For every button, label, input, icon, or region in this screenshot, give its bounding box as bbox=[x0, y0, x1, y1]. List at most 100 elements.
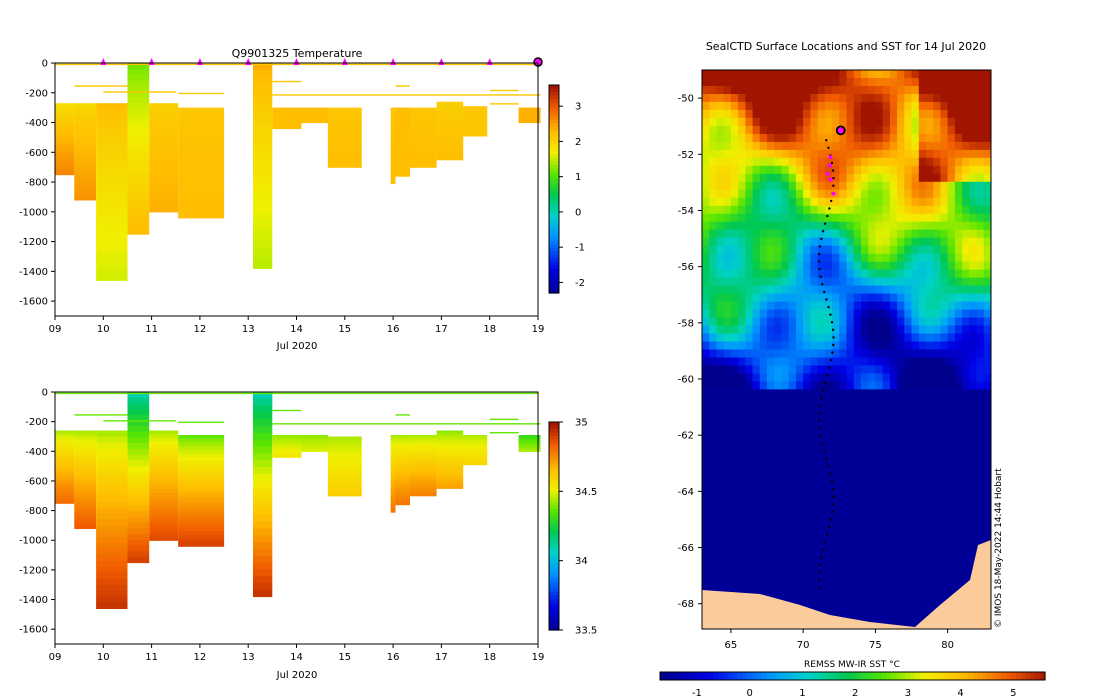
section-cell bbox=[178, 468, 225, 473]
sst-cell bbox=[868, 301, 876, 311]
sst-cell bbox=[962, 133, 970, 143]
sst-cell bbox=[846, 349, 855, 358]
sst-cell bbox=[861, 293, 869, 303]
section-cell bbox=[410, 471, 437, 475]
sst-cell bbox=[824, 533, 833, 542]
section-cell bbox=[395, 171, 410, 175]
sst-cell bbox=[882, 365, 891, 374]
colorbar-segment bbox=[549, 491, 559, 496]
colorbar-segment bbox=[746, 672, 753, 680]
section-cell bbox=[390, 483, 396, 487]
sst-cell bbox=[976, 341, 985, 350]
sst-cell bbox=[926, 421, 934, 430]
sst-cell bbox=[738, 133, 746, 143]
sst-cell bbox=[839, 149, 847, 159]
section-cell bbox=[463, 115, 488, 117]
sst-cell bbox=[839, 525, 847, 534]
sst-cell bbox=[947, 437, 956, 446]
sst-cell bbox=[889, 277, 898, 287]
sst-cell bbox=[868, 277, 876, 287]
sst-cell bbox=[969, 341, 977, 350]
section-cell bbox=[55, 143, 75, 147]
sst-cell bbox=[983, 173, 992, 183]
sst-cell bbox=[962, 141, 970, 151]
sst-cell bbox=[889, 157, 898, 167]
sst-cell bbox=[940, 173, 949, 183]
section-cell bbox=[518, 439, 541, 441]
sst-cell bbox=[723, 565, 732, 574]
section-cell bbox=[127, 505, 150, 512]
sst-cell bbox=[911, 117, 920, 127]
sst-cell bbox=[846, 445, 855, 454]
sst-cell bbox=[781, 517, 790, 526]
section-cell bbox=[178, 490, 225, 495]
sst-cell bbox=[767, 333, 775, 342]
sst-cell bbox=[824, 229, 833, 239]
colorbar-segment bbox=[549, 487, 559, 492]
sst-cell bbox=[716, 70, 725, 79]
sst-cell bbox=[730, 357, 739, 366]
sst-cell bbox=[730, 277, 739, 287]
sst-cell bbox=[947, 245, 956, 255]
section-cell bbox=[395, 448, 410, 452]
track-point bbox=[825, 457, 828, 460]
section-cell bbox=[55, 117, 75, 121]
section-cell bbox=[390, 455, 396, 459]
sst-cell bbox=[824, 357, 833, 366]
sst-cell bbox=[940, 533, 949, 542]
sst-cell bbox=[752, 277, 761, 287]
section-cell bbox=[178, 535, 225, 540]
sst-cell bbox=[832, 501, 840, 510]
sst-cell bbox=[868, 461, 876, 470]
sst-cell bbox=[897, 70, 905, 79]
salinity-depth-ticks: 0-200-400-600-800-1000-1200-1400-1600 bbox=[19, 388, 55, 636]
sst-cell bbox=[940, 373, 949, 382]
section-cell bbox=[272, 449, 302, 452]
sst-cell bbox=[752, 445, 761, 454]
sst-cell bbox=[969, 293, 977, 303]
sst-cell bbox=[954, 205, 963, 215]
sst-cell bbox=[954, 181, 963, 191]
sst-cell bbox=[767, 86, 775, 95]
track-point bbox=[827, 525, 831, 529]
sst-cell bbox=[788, 509, 797, 518]
sst-cell bbox=[759, 589, 768, 598]
sst-cell bbox=[759, 277, 768, 287]
sst-cell bbox=[868, 477, 876, 486]
colorbar-segment bbox=[708, 672, 714, 680]
sst-cell bbox=[716, 549, 725, 558]
sst-cell bbox=[745, 461, 754, 470]
section-cell bbox=[410, 443, 437, 446]
sst-cell bbox=[875, 317, 884, 327]
sst-cell bbox=[803, 141, 811, 151]
sst-cell bbox=[904, 557, 912, 566]
sst-cell bbox=[774, 109, 782, 119]
sst-cell bbox=[832, 573, 840, 582]
sst-cell bbox=[983, 125, 992, 135]
sst-cell bbox=[933, 309, 941, 319]
section-cell bbox=[253, 158, 273, 167]
sst-cell bbox=[781, 373, 790, 382]
section-cell bbox=[463, 111, 488, 113]
section-cell bbox=[55, 435, 75, 439]
sst-cell bbox=[904, 197, 912, 207]
sst-cell bbox=[709, 461, 717, 470]
x-tick-label: 15 bbox=[338, 324, 351, 335]
sst-cell bbox=[795, 229, 804, 239]
section-cell bbox=[463, 445, 488, 448]
sst-cell bbox=[904, 421, 912, 430]
sst-cell bbox=[969, 101, 977, 111]
sst-cell bbox=[723, 461, 732, 470]
sst-cell bbox=[723, 94, 732, 103]
sst-cell bbox=[911, 597, 920, 606]
section-cell bbox=[74, 174, 96, 178]
section-cell bbox=[327, 163, 362, 166]
sst-cell bbox=[781, 237, 790, 247]
sst-cell bbox=[868, 581, 876, 590]
lat-tick-label: -50 bbox=[678, 94, 694, 105]
sst-cell bbox=[940, 133, 949, 143]
section-cell bbox=[410, 457, 437, 460]
sst-cell bbox=[853, 445, 862, 454]
colorbar-segment bbox=[549, 602, 559, 607]
sst-cell bbox=[839, 589, 847, 598]
